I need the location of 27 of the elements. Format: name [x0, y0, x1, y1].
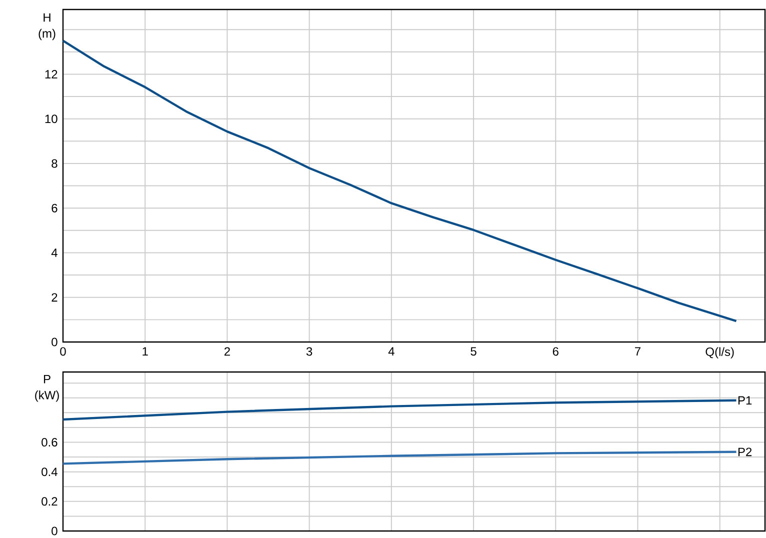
y-tick-label: 2: [52, 293, 58, 302]
line-series: [62, 399, 738, 421]
y-axis-title: P (kW): [35, 375, 59, 402]
series-label: P2: [738, 448, 752, 456]
y-axis-title: H (m): [38, 13, 56, 40]
x-tick-label: 7: [635, 347, 640, 356]
y-tick-label: 4: [51, 248, 58, 257]
line-series: [62, 40, 738, 322]
x-tick-label: 3: [306, 347, 312, 356]
y-tick-label: 8: [52, 159, 58, 168]
x-tick-label: 4: [388, 347, 394, 356]
y-tick-label: 6: [52, 204, 58, 212]
y-tick-label: 0: [52, 338, 58, 346]
y-tick-label: 0.6: [42, 438, 58, 447]
x-tick-label: 6: [552, 347, 558, 356]
x-tick-label: 5: [470, 347, 476, 356]
y-tick-label: 0.2: [42, 497, 58, 506]
y-tick-label: 12: [45, 70, 58, 78]
y-tick-label: 0: [52, 526, 58, 536]
series-label: P1: [738, 396, 752, 405]
x-tick-label: Q(l/s): [706, 347, 734, 358]
x-tick-label: 2: [224, 347, 230, 356]
line-series: [62, 450, 738, 465]
x-tick-label: 1: [142, 347, 148, 356]
y-tick-label: 10: [45, 114, 58, 124]
x-tick-label: 0: [60, 347, 66, 356]
y-tick-label: 0.4: [42, 468, 58, 476]
